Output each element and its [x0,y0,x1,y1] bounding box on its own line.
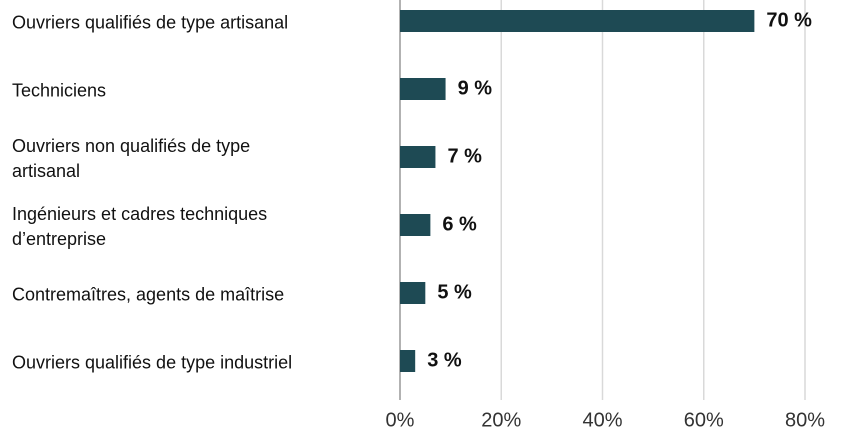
bar [400,10,755,32]
category-label: Ouvriers non qualifiés de type artisanal [12,136,251,181]
x-tick-label: 20% [481,409,521,431]
value-label: 7 % [447,145,482,167]
x-tick-label: 40% [582,409,622,431]
bar [400,282,426,304]
x-tick-label: 80% [785,409,825,431]
value-label: 5 % [437,281,472,303]
value-label: 9 % [458,77,493,99]
category-label: Contremaîtres, agents de maîtrise [12,284,285,305]
category-label: Ingénieurs et cadres techniques d’entrep… [12,204,268,249]
category-label: Ouvriers qualifiés de type industriel [12,352,293,373]
value-label: 6 % [442,213,477,235]
value-label: 70 % [766,9,812,31]
bar [400,78,446,100]
value-label: 3 % [427,349,462,371]
bar [400,214,431,236]
category-label: Ouvriers qualifiés de type artisanal [12,12,289,33]
bar [400,146,436,168]
category-label: Techniciens [12,80,107,101]
x-tick-label: 0% [386,409,415,431]
bar [400,350,416,372]
x-tick-label: 60% [684,409,724,431]
